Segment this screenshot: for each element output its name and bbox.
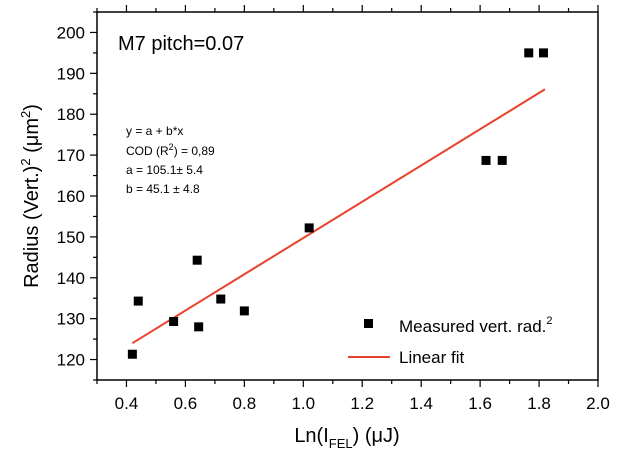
data-point bbox=[497, 155, 507, 165]
x-tick-label: 0.8 bbox=[233, 394, 257, 413]
legend-label-measured: Measured vert. rad.2 bbox=[399, 315, 553, 336]
chart-title: M7 pitch=0.07 bbox=[118, 33, 244, 55]
data-point bbox=[538, 48, 548, 58]
y-tick-label: 170 bbox=[57, 146, 85, 165]
fit-param-a: a = 105.1± 5.4 bbox=[126, 163, 203, 177]
y-axis-title: Radius (Vert.)2 (μm2) bbox=[18, 104, 43, 288]
legend-label-fit: Linear fit bbox=[399, 348, 464, 367]
data-point bbox=[216, 294, 226, 304]
data-point bbox=[524, 48, 534, 58]
y-tick-label: 130 bbox=[57, 310, 85, 329]
x-tick-label: 1.6 bbox=[468, 394, 492, 413]
data-point bbox=[192, 255, 202, 265]
data-point bbox=[194, 322, 204, 332]
data-point bbox=[481, 155, 491, 165]
x-tick-label: 1.8 bbox=[527, 394, 551, 413]
x-tick-label: 2.0 bbox=[586, 394, 610, 413]
data-point bbox=[304, 223, 314, 233]
data-point bbox=[239, 306, 249, 316]
x-tick-label: 1.4 bbox=[409, 394, 433, 413]
x-axis-title: Ln(IFEL) (μJ) bbox=[294, 425, 399, 450]
series-layer bbox=[127, 48, 548, 359]
fit-param-b: b = 45.1 ± 4.8 bbox=[126, 182, 200, 196]
fit-cod: COD (R2) = 0,89 bbox=[126, 142, 215, 158]
x-tick-label: 0.4 bbox=[115, 394, 139, 413]
x-tick-label: 1.2 bbox=[350, 394, 374, 413]
fit-equation: y = a + b*x bbox=[126, 124, 183, 138]
x-tick-label: 0.6 bbox=[174, 394, 198, 413]
data-point bbox=[127, 349, 137, 359]
y-tick-label: 200 bbox=[57, 23, 85, 42]
x-tick-label: 1.0 bbox=[291, 394, 315, 413]
data-point bbox=[133, 296, 143, 306]
y-tick-label: 160 bbox=[57, 187, 85, 206]
y-tick-label: 180 bbox=[57, 105, 85, 124]
linear-fit-line bbox=[131, 88, 546, 345]
y-tick-label: 120 bbox=[57, 351, 85, 370]
y-axis-ticks: 120 130 140 150 160 170 180 190 200 bbox=[57, 11, 97, 381]
y-tick-label: 150 bbox=[57, 228, 85, 247]
data-point bbox=[169, 317, 179, 327]
y-tick-label: 190 bbox=[57, 64, 85, 83]
x-axis-ticks: 0.4 0.6 0.8 1.0 1.2 1.4 1.6 1.8 2.0 bbox=[96, 5, 610, 413]
y-tick-label: 140 bbox=[57, 269, 85, 288]
legend-marker-measured bbox=[364, 319, 373, 328]
legend: Measured vert. rad.2 Linear fit bbox=[348, 315, 553, 367]
